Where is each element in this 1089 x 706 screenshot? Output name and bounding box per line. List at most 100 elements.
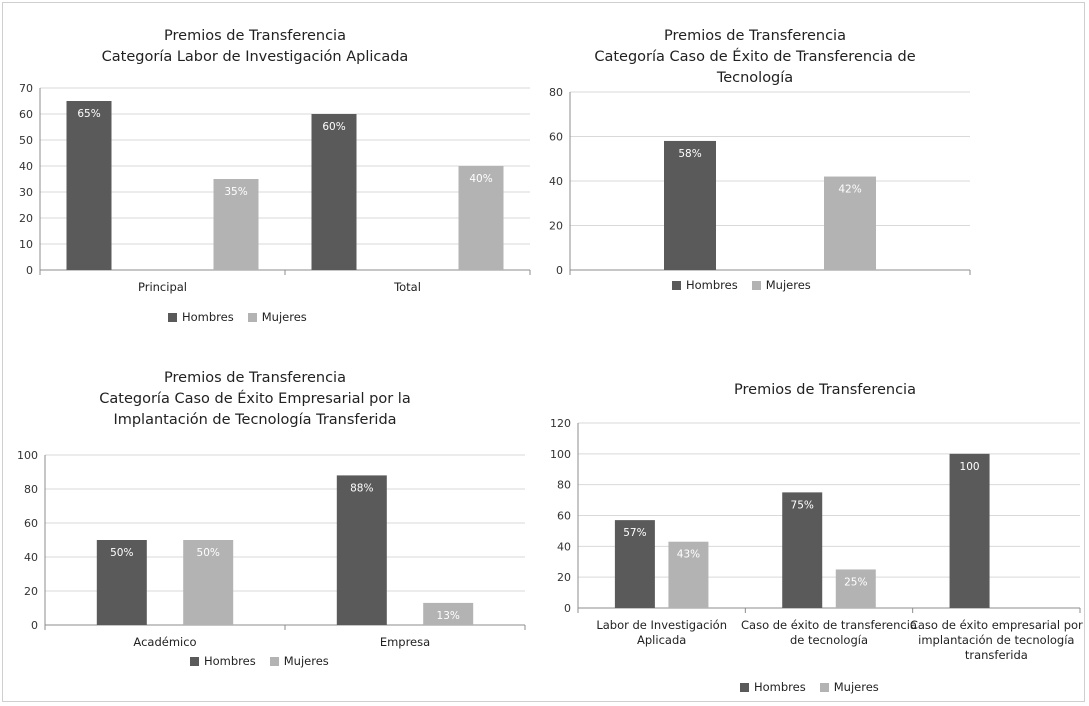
y-tick-label: 30 xyxy=(19,186,33,199)
y-tick-label: 0 xyxy=(556,264,563,277)
chart-title-line-2: Categoría Caso de Éxito de Transferencia… xyxy=(594,49,916,65)
legend-label-hombres: Hombres xyxy=(686,278,738,292)
legend-item-mujeres: Mujeres xyxy=(819,680,879,694)
x-category-label: transferida xyxy=(965,648,1028,662)
legend-swatch-hombres xyxy=(190,656,199,666)
chart-legend: Hombres Mujeres xyxy=(672,278,811,292)
y-tick-label: 20 xyxy=(557,571,571,584)
y-tick-label: 80 xyxy=(549,86,563,99)
data-label: 58% xyxy=(678,148,701,160)
bar-hombres xyxy=(66,101,112,270)
data-label: 50% xyxy=(197,547,220,559)
chart-title: Premios de Transferencia xyxy=(675,380,975,401)
chart-title-line-3: Tecnología xyxy=(716,70,794,86)
chart-title-line-2: Categoría Caso de Éxito Empresarial por … xyxy=(99,391,411,407)
bar-hombres xyxy=(336,475,387,625)
legend-label-hombres: Hombres xyxy=(204,654,256,668)
chart-plot: 0 20 40 60 80 58% 42% xyxy=(549,86,971,277)
data-label: 75% xyxy=(791,499,814,511)
x-category-label: Académico xyxy=(133,635,196,649)
chart-title: Premios de Transferencia Categoría Labor… xyxy=(60,26,450,68)
data-label: 35% xyxy=(224,186,247,198)
x-category-label: Caso de éxito de transferencia xyxy=(741,618,917,632)
chart-plot: 0 20 40 60 80 100 120 57% 43% Labor de Investigac… xyxy=(550,417,1083,662)
data-label: 100 xyxy=(960,461,980,473)
chart-legend: Hombres Mujeres xyxy=(190,654,329,668)
chart-title-line-1: Premios de Transferencia xyxy=(734,382,916,398)
legend-item-hombres: Hombres xyxy=(190,654,256,668)
chart-legend: Hombres Mujeres xyxy=(168,310,307,324)
legend-item-mujeres: Mujeres xyxy=(247,310,307,324)
legend-item-hombres: Hombres xyxy=(168,310,234,324)
data-label: 43% xyxy=(677,549,700,561)
y-tick-label: 80 xyxy=(557,479,571,492)
legend-label-mujeres: Mujeres xyxy=(261,310,307,324)
x-category-label: Labor de Investigación xyxy=(596,618,727,632)
y-tick-label: 20 xyxy=(19,212,33,225)
legend-swatch-hombres xyxy=(168,312,177,322)
legend-label-hombres: Hombres xyxy=(754,680,806,694)
data-label: 65% xyxy=(77,108,100,120)
legend-item-hombres: Hombres xyxy=(740,680,806,694)
legend-label-hombres: Hombres xyxy=(182,310,234,324)
bar-mujeres xyxy=(423,602,474,625)
bar-hombres xyxy=(614,520,655,608)
legend-swatch-mujeres xyxy=(269,656,279,666)
legend-swatch-mujeres xyxy=(751,280,761,290)
legend-label-mujeres: Mujeres xyxy=(765,278,811,292)
bar-mujeres xyxy=(668,541,709,608)
chart-caso-exito-empresarial: Premios de Transferencia Categoría Caso … xyxy=(0,340,545,706)
chart-title: Premios de Transferencia Categoría Caso … xyxy=(60,368,450,431)
y-tick-label: 20 xyxy=(549,220,563,233)
bar-hombres xyxy=(664,140,716,270)
chart-plot: 0 20 40 60 80 100 50% 50% Académico 88% 13% Empresa xyxy=(17,449,526,649)
chart-resumen-premios: Premios de Transferencia 0 20 40 60 80 100 120… xyxy=(545,340,1089,706)
y-tick-label: 40 xyxy=(557,540,571,553)
bar-hombres xyxy=(96,540,147,625)
data-label: 13% xyxy=(437,610,460,622)
legend-label-mujeres: Mujeres xyxy=(833,680,879,694)
chart-title-line-1: Premios de Transferencia xyxy=(164,28,346,44)
y-tick-label: 50 xyxy=(19,134,33,147)
legend-swatch-mujeres xyxy=(819,682,829,692)
data-label: 25% xyxy=(844,576,867,588)
legend-label-mujeres: Mujeres xyxy=(283,654,329,668)
y-tick-label: 0 xyxy=(26,264,33,277)
y-tick-label: 60 xyxy=(19,108,33,121)
y-tick-label: 60 xyxy=(549,131,563,144)
bar-hombres xyxy=(311,114,357,270)
bar-hombres xyxy=(949,453,990,608)
y-tick-label: 40 xyxy=(24,551,38,564)
legend-item-mujeres: Mujeres xyxy=(269,654,329,668)
chart-title: Premios de Transferencia Categoría Caso … xyxy=(545,26,965,89)
y-tick-label: 70 xyxy=(19,82,33,95)
data-label: 42% xyxy=(838,184,861,196)
x-category-label: Empresa xyxy=(380,635,430,649)
chart-title-line-3: Implantación de Tecnología Transferida xyxy=(113,412,397,428)
x-category-label: Principal xyxy=(138,280,187,294)
legend-item-hombres: Hombres xyxy=(672,278,738,292)
bar-mujeres xyxy=(835,569,876,608)
data-label: 57% xyxy=(623,527,646,539)
y-tick-label: 100 xyxy=(17,449,38,462)
y-tick-label: 20 xyxy=(24,585,38,598)
bar-hombres xyxy=(782,492,823,608)
bar-mujeres xyxy=(824,176,876,270)
x-category-label: Total xyxy=(393,280,421,294)
data-label: 50% xyxy=(110,547,133,559)
data-label: 40% xyxy=(469,173,492,185)
chart-title-line-1: Premios de Transferencia xyxy=(164,370,346,386)
y-tick-label: 80 xyxy=(24,483,38,496)
chart-legend: Hombres Mujeres xyxy=(740,680,879,694)
y-tick-label: 0 xyxy=(31,619,38,632)
x-category-label: de tecnología xyxy=(790,633,868,647)
chart-title-line-2: Categoría Labor de Investigación Aplicad… xyxy=(101,49,409,65)
y-tick-label: 40 xyxy=(19,160,33,173)
y-tick-label: 40 xyxy=(549,175,563,188)
legend-swatch-hombres xyxy=(740,682,749,692)
bar-mujeres xyxy=(213,179,259,270)
data-label: 60% xyxy=(322,121,345,133)
legend-item-mujeres: Mujeres xyxy=(751,278,811,292)
data-label: 88% xyxy=(350,482,373,494)
